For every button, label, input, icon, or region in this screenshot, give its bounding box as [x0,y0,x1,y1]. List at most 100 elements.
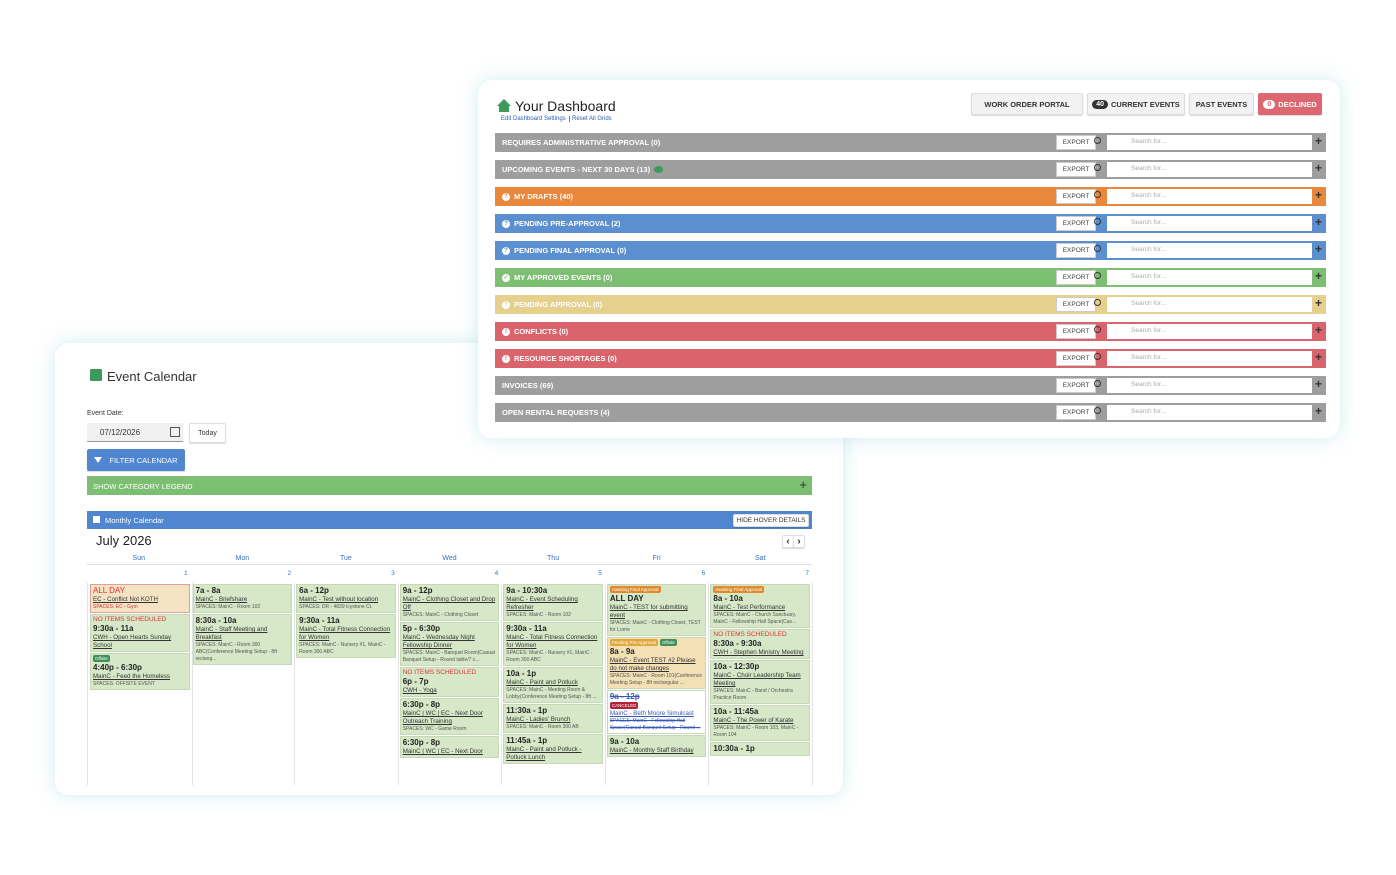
header-button[interactable]: 40 CURRENT EVENTS [1087,93,1185,115]
header-button[interactable]: PAST EVENTS [1189,93,1254,115]
add-button[interactable]: + [1315,323,1323,337]
event-spaces: SPACES: MainC - Clothing Closet [402,612,479,618]
link[interactable]: Edit Dashboard Settings [501,116,570,122]
event[interactable]: NO ITEMS SCHEDULED 6p - 7p CWH - Yoga [399,667,500,697]
search-box[interactable]: Search for... [1106,377,1313,394]
event[interactable]: 10a - 11:45a MainC - The Power of Karate S… [710,705,810,741]
grid-row[interactable]: REQUIRES ADMINISTRATIVE APPROVAL (0) EXPO… [495,133,1326,152]
export-button[interactable]: EXPORT [1056,243,1096,258]
add-button[interactable]: + [1315,215,1323,229]
add-button[interactable]: + [1315,188,1323,202]
search-box[interactable]: Search for... [1106,404,1313,421]
export-button[interactable]: EXPORT [1056,162,1096,177]
event[interactable]: NO ITEMS SCHEDULED 9:30a - 11a CWH - Open … [90,614,190,652]
event[interactable]: 10a - 1p MainC - Paint and Potluck SPACES:… [503,667,603,703]
home-icon-body [499,106,509,112]
event[interactable]: 9a - 10:30a MainC - Event Scheduling Refr… [503,584,603,621]
hover-button[interactable]: HIDE HOVER DETAILS [733,514,809,527]
export-button[interactable]: EXPORT [1056,405,1096,420]
event[interactable]: 5p - 6:30p MainC - Wednesday Night Fellow… [399,622,500,666]
day-number: 4 [494,570,499,577]
export-button[interactable]: EXPORT [1056,135,1096,150]
event-title: MainC - Clothing Closet and Drop Off [402,596,496,611]
event[interactable]: 7a - 8a MainC - Briefshare SPACES: MainC -… [192,584,293,613]
search-box[interactable]: Search for... [1106,134,1313,151]
add-button[interactable]: + [1315,269,1323,283]
event[interactable]: 9:30a - 11a MainC - Total Fitness Connect… [503,622,603,666]
add-button[interactable]: + [1315,404,1323,418]
date-input[interactable]: 07/12/2026 [87,423,183,442]
search-box[interactable]: Search for... [1106,161,1313,178]
add-button[interactable]: + [1315,350,1323,364]
link[interactable]: Reset All Grids [572,116,612,122]
add-button[interactable]: + [1315,377,1323,391]
event[interactable]: 6:30p - 8p MainC | WC | EC - Next Door Ou… [399,698,500,735]
header-button[interactable]: WORK ORDER PORTAL [971,93,1083,115]
legend-bar[interactable]: SHOW CATEGORY LEGEND + [87,476,812,495]
event[interactable]: Offsite 4:40p - 6:30p MainC - Feed the Hom… [90,653,190,690]
day-cell: 6a - 12p MainC - Test without location SPA… [294,583,399,785]
event[interactable]: 11:45a - 1p MainC - Paint and Potluck - P… [503,734,603,764]
search-placeholder: Search for... [1131,327,1167,334]
event-title: MainC - Total Fitness Connection for Wom… [299,626,391,641]
export-button[interactable]: EXPORT [1056,297,1096,312]
search-box[interactable]: Search for... [1106,323,1313,340]
event[interactable]: 9a - 12p CANCELED MainC - Beth Moore Simul… [606,690,707,734]
search-icon [1094,137,1101,144]
filter-icon [94,457,103,463]
search-placeholder: Search for... [1131,192,1167,199]
event[interactable]: ALL DAY EC - Conflict Not KOTH SPACES: EC … [90,584,190,613]
grid-row[interactable]: UPCOMING EVENTS - NEXT 30 DAYS (13) EXPOR… [495,160,1326,179]
search-box[interactable]: Search for... [1106,188,1313,205]
event[interactable]: 9:30a - 11a MainC - Total Fitness Connect… [296,614,396,658]
today-button[interactable]: Today [189,423,226,443]
search-placeholder: Search for... [1131,138,1167,145]
add-button[interactable]: + [1315,134,1323,148]
search-box[interactable]: Search for... [1106,242,1313,259]
search-placeholder: Search for... [1131,165,1167,172]
event[interactable]: Pending Pre-Approval Offsite 8a - 9a MainC … [606,637,707,689]
grid-row[interactable]: ✓ MY APPROVED EVENTS (0) EXPORT Search for.… [495,268,1326,287]
search-box[interactable]: Search for... [1106,350,1313,367]
month-nav[interactable]: › [793,535,805,548]
grid-row[interactable]: ! CONFLICTS (0) EXPORT Search for... + [495,322,1326,341]
warning: NO ITEMS SCHEDULED [402,669,477,676]
event[interactable]: Awaiting Final Approval ALL DAY MainC - TE… [606,584,707,636]
grid-row[interactable]: ? PENDING APPROVAL (0) EXPORT Search for...… [495,295,1326,314]
grid-row[interactable]: ! RESOURCE SHORTAGES (0) EXPORT Search for.… [495,349,1326,368]
search-box[interactable]: Search for... [1106,269,1313,286]
event[interactable]: 8:30a - 10a MainC - Staff Meeting and Bre… [192,614,293,665]
export-button[interactable]: EXPORT [1056,216,1096,231]
header-button[interactable]: 0 DECLINED [1258,93,1322,115]
event-spaces: SPACES: MainC - Room 102 [195,604,261,610]
row-title: REQUIRES ADMINISTRATIVE APPROVAL (0) [502,138,660,147]
event[interactable]: 9a - 12p MainC - Clothing Closet and Drop… [399,584,500,621]
add-button[interactable]: + [1315,296,1323,310]
home-icon [497,99,511,106]
event[interactable]: 9a - 10a MainC - Monthly Staff Birthday [606,735,707,757]
event-spaces: SPACES: MainC - Meeting Room & Lobby(Con… [506,687,597,700]
event[interactable]: Awaiting Final Approval 8a - 10a MainC - T… [710,584,810,628]
grid-row[interactable]: ? MY DRAFTS (40) EXPORT Search for... + [495,187,1326,206]
grid-row[interactable]: OPEN RENTAL REQUESTS (4) EXPORT Search for… [495,403,1326,422]
grid-row[interactable]: ? PENDING FINAL APPROVAL (0) EXPORT Search … [495,241,1326,260]
search-box[interactable]: Search for... [1106,296,1313,313]
add-button[interactable]: + [1315,161,1323,175]
search-box[interactable]: Search for... [1106,215,1313,232]
event[interactable]: NO ITEMS SCHEDULED 8:30a - 9:30a CWH - Ste… [710,629,810,659]
export-button[interactable]: EXPORT [1056,378,1096,393]
grid-row[interactable]: INVOICES (69) EXPORT Search for... + [495,376,1326,395]
event[interactable]: 6:30p - 8p MainC | WC | EC - Next Door [399,736,500,758]
event[interactable]: 11:30a - 1p MainC - Ladies' Brunch SPACES:… [503,704,603,733]
event[interactable]: 10a - 12:30p MainC - Choir Leadership Tea… [710,660,810,704]
export-button[interactable]: EXPORT [1056,324,1096,339]
export-button[interactable]: EXPORT [1056,189,1096,204]
event[interactable]: 6a - 12p MainC - Test without location SPA… [296,584,396,613]
count-badge: 40 [1092,99,1109,109]
grid-row[interactable]: ? PENDING PRE-APPROVAL (2) EXPORT Search fo… [495,214,1326,233]
filter-button[interactable]: FILTER CALENDAR [87,449,185,471]
export-button[interactable]: EXPORT [1056,351,1096,366]
add-button[interactable]: + [1315,242,1323,256]
event[interactable]: 10:30a - 1p [710,742,810,756]
export-button[interactable]: EXPORT [1056,270,1096,285]
